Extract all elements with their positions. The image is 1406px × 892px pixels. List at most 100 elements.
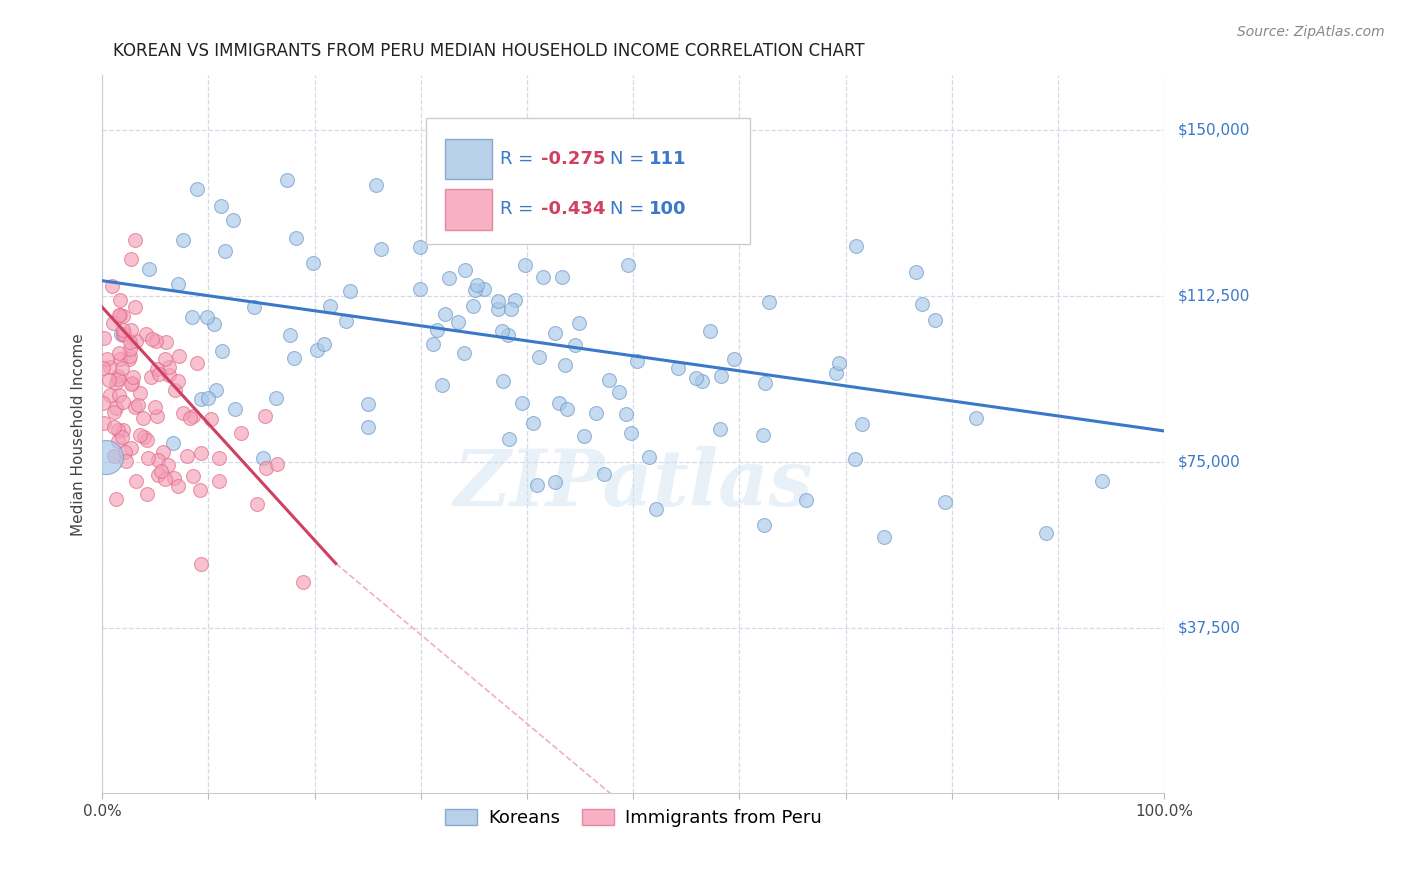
Point [110,327,132,342]
Text: $150,000: $150,000 [1178,123,1250,138]
Point [112,395,135,409]
Point [136,451,159,466]
Point [166,375,188,389]
Text: N =: N = [610,201,650,219]
Point [626,354,648,368]
Point [844,452,866,467]
Point [112,326,135,341]
Point [149,464,172,478]
Point [188,483,211,497]
Point [107,434,129,448]
Point [564,338,586,352]
Point [312,337,335,351]
Point [409,282,432,296]
Point [752,428,775,442]
Point [157,368,180,382]
Point [141,332,163,346]
Point [685,371,707,385]
Point [108,293,131,307]
Point [548,396,571,410]
Text: -0.434: -0.434 [541,201,605,219]
Point [120,323,142,337]
Point [179,411,201,425]
Point [357,419,380,434]
Point [266,457,288,471]
Point [526,478,548,492]
Point [141,369,163,384]
Point [873,530,896,544]
Point [208,450,231,465]
Point [1035,525,1057,540]
Point [93,417,115,431]
Point [461,299,484,313]
Point [91,361,114,376]
Point [409,240,432,254]
Point [453,346,475,360]
Point [146,409,169,423]
Point [166,277,188,291]
Point [364,178,387,192]
Point [120,252,142,267]
Point [202,317,225,331]
Text: 111: 111 [650,150,686,169]
Point [754,376,776,390]
Point [484,226,506,240]
Point [190,557,212,571]
Point [114,445,136,459]
Point [107,423,129,437]
Point [607,385,630,400]
Point [486,294,509,309]
Point [120,442,142,456]
Point [637,450,659,465]
Point [111,360,134,375]
Text: R =: R = [501,150,540,169]
Point [163,471,186,485]
Point [107,368,129,383]
Point [211,344,233,359]
Point [103,405,125,419]
Point [491,324,513,338]
Point [1091,474,1114,488]
Point [100,388,122,402]
Y-axis label: Median Household Income: Median Household Income [72,333,86,536]
Point [103,449,125,463]
Point [666,361,689,376]
Point [186,355,208,369]
Point [103,419,125,434]
Point [167,479,190,493]
Point [554,359,576,373]
Point [121,376,143,391]
Point [430,378,453,392]
Point [107,371,129,385]
Point [93,331,115,345]
Point [118,349,141,363]
Point [135,327,157,342]
Point [433,307,456,321]
Point [128,428,150,442]
Point [135,434,157,448]
Point [911,297,934,311]
Point [254,409,277,423]
Legend: Koreans, Immigrants from Peru: Koreans, Immigrants from Peru [437,802,830,835]
Point [131,411,153,425]
Point [121,376,143,390]
Point [904,265,927,279]
Point [115,454,138,468]
Point [143,400,166,414]
Point [752,517,775,532]
Point [112,423,135,437]
Point [283,351,305,365]
Point [278,328,301,343]
Point [132,430,155,444]
Point [307,343,329,357]
Point [148,368,170,382]
Point [598,373,620,387]
Text: Source: ZipAtlas.com: Source: ZipAtlas.com [1237,25,1385,39]
Point [146,362,169,376]
Point [437,271,460,285]
Point [152,445,174,459]
Point [108,351,131,366]
Point [555,402,578,417]
Point [107,308,129,322]
Point [195,310,218,324]
